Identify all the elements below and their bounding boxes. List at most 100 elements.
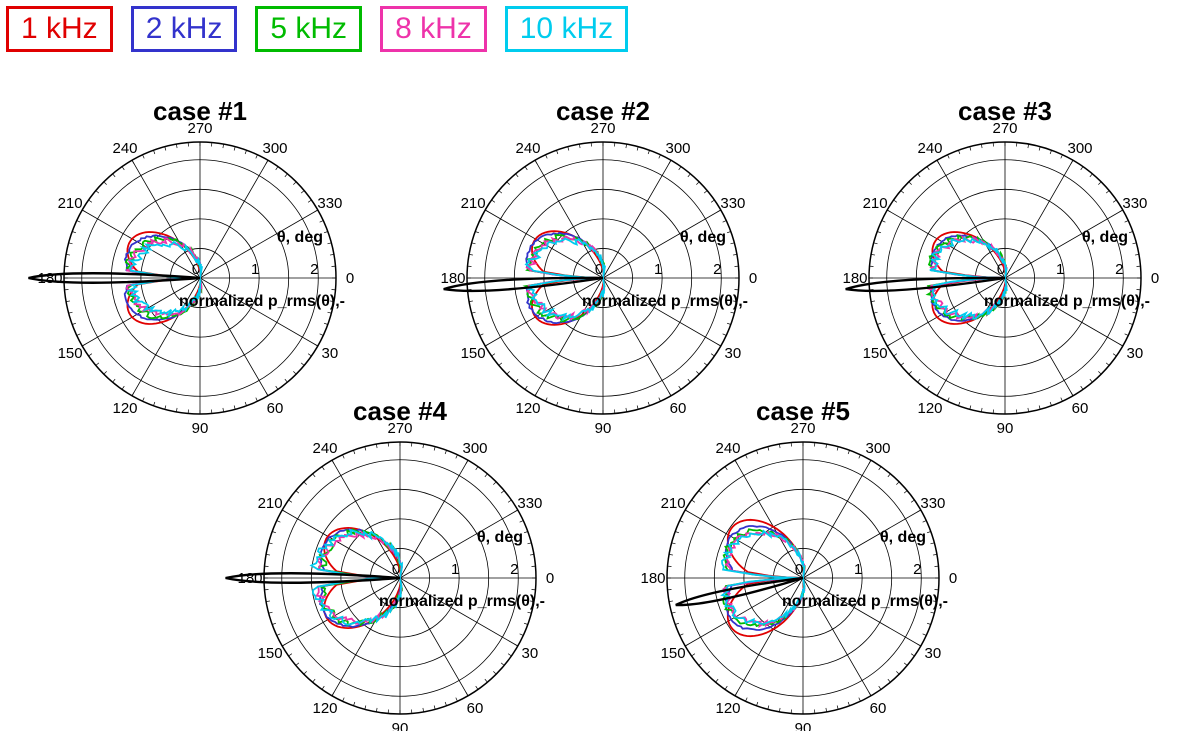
angle-minor-tick: [910, 499, 915, 503]
radial-tick-label: 2: [510, 561, 518, 578]
angle-minor-tick: [529, 554, 534, 556]
angle-minor-tick: [131, 392, 135, 396]
angle-minor-tick: [515, 173, 519, 178]
angle-minor-tick: [825, 444, 827, 449]
angle-minor-tick: [300, 362, 305, 366]
angle-minor-tick: [703, 190, 708, 194]
angle-tick-label: 330: [920, 495, 945, 512]
polar-grid-spoke: [199, 209, 318, 279]
angle-minor-tick: [917, 643, 921, 647]
angle-tick-label: 180: [842, 270, 867, 287]
angle-minor-tick: [276, 520, 281, 523]
angle-minor-tick: [947, 154, 950, 159]
angle-minor-tick: [1132, 242, 1137, 245]
angle-minor-tick: [469, 254, 474, 256]
legend-item-10khz: 10 kHz: [504, 6, 629, 52]
angle-minor-tick: [710, 353, 715, 357]
legend-item-1khz: 1 kHz: [6, 6, 113, 52]
angle-minor-tick: [703, 362, 708, 366]
angle-minor-tick: [887, 678, 891, 683]
angle-minor-tick: [877, 322, 882, 325]
angle-tick-label: 300: [665, 140, 690, 157]
legend-item-2khz: 2 kHz: [130, 6, 238, 52]
polar-grid-spoke: [282, 577, 401, 647]
angle-minor-tick: [717, 343, 721, 347]
angle-minor-tick: [465, 460, 469, 464]
angle-minor-tick: [675, 531, 680, 534]
angle-minor-tick: [68, 311, 73, 314]
angle-tick-label: 240: [917, 140, 942, 157]
angle-minor-tick: [507, 499, 512, 503]
angle-minor-tick: [932, 600, 937, 602]
angle-minor-tick: [514, 643, 518, 647]
angle-minor-tick: [926, 166, 930, 171]
angle-minor-tick: [121, 166, 125, 171]
angle-tick-label: 60: [467, 700, 484, 717]
angle-tick-label: 90: [595, 420, 612, 437]
angle-minor-tick: [767, 705, 770, 710]
angle-minor-tick: [329, 254, 334, 256]
angle-minor-tick: [745, 697, 748, 702]
angle-tick-label: 240: [312, 440, 337, 457]
angle-minor-tick: [698, 490, 703, 494]
angle-minor-tick: [687, 173, 691, 178]
angle-minor-tick: [1128, 231, 1133, 234]
angle-minor-tick: [295, 490, 300, 494]
angle-minor-tick: [142, 154, 145, 159]
polar-grid-spoke: [199, 277, 269, 396]
polar-grid-spoke: [1004, 277, 1123, 347]
radial-tick-label: 2: [713, 261, 721, 278]
angle-minor-tick: [647, 150, 650, 155]
angle-minor-tick: [1132, 311, 1137, 314]
angle-minor-tick: [244, 401, 247, 406]
angle-minor-tick: [917, 378, 921, 383]
angle-minor-tick: [484, 678, 488, 683]
angle-minor-tick: [685, 509, 689, 513]
polar-grid-spoke: [399, 509, 518, 579]
angle-minor-tick: [847, 701, 850, 706]
angle-minor-tick: [698, 662, 703, 666]
angle-minor-tick: [323, 231, 328, 234]
angle-minor-tick: [1124, 220, 1129, 223]
angle-minor-tick: [329, 300, 334, 302]
angle-minor-tick: [275, 385, 279, 390]
angle-minor-tick: [825, 707, 827, 712]
angle-minor-tick: [922, 633, 927, 636]
chart-title: case #1: [153, 96, 247, 126]
angle-minor-tick: [523, 622, 528, 625]
angle-minor-tick: [331, 460, 335, 464]
angle-minor-tick: [422, 444, 424, 449]
angle-minor-tick: [433, 446, 436, 451]
polar-grid-spoke: [734, 460, 804, 579]
angle-minor-tick: [1089, 378, 1093, 383]
angle-minor-tick: [527, 542, 532, 545]
angle-minor-tick: [265, 392, 269, 396]
angle-minor-tick: [353, 701, 356, 706]
angle-minor-tick: [1070, 392, 1074, 396]
angle-tick-label: 0: [346, 270, 354, 287]
angle-minor-tick: [900, 362, 905, 366]
angle-tick-label: 300: [1067, 140, 1092, 157]
angle-tick-label: 210: [58, 195, 83, 212]
angle-minor-tick: [288, 653, 293, 657]
angle-minor-tick: [131, 160, 135, 164]
polar-grid-spoke: [399, 577, 469, 696]
angle-minor-tick: [1128, 322, 1133, 325]
angle-minor-tick: [981, 407, 983, 412]
angle-minor-tick: [121, 385, 125, 390]
polar-grid-spoke: [802, 460, 872, 579]
angle-tick-label: 330: [317, 195, 342, 212]
angle-minor-tick: [1038, 146, 1041, 151]
angle-minor-tick: [498, 362, 503, 366]
angle-minor-tick: [95, 362, 100, 366]
angle-minor-tick: [364, 705, 367, 710]
angle-minor-tick: [873, 242, 878, 245]
angle-tick-label: 90: [192, 420, 209, 437]
angle-minor-tick: [579, 144, 581, 149]
radial-tick-label: 0: [192, 261, 200, 278]
angle-minor-tick: [153, 150, 156, 155]
angle-tick-label: 60: [870, 700, 887, 717]
rear-beam-lobe: [443, 276, 604, 293]
angle-minor-tick: [678, 166, 682, 171]
